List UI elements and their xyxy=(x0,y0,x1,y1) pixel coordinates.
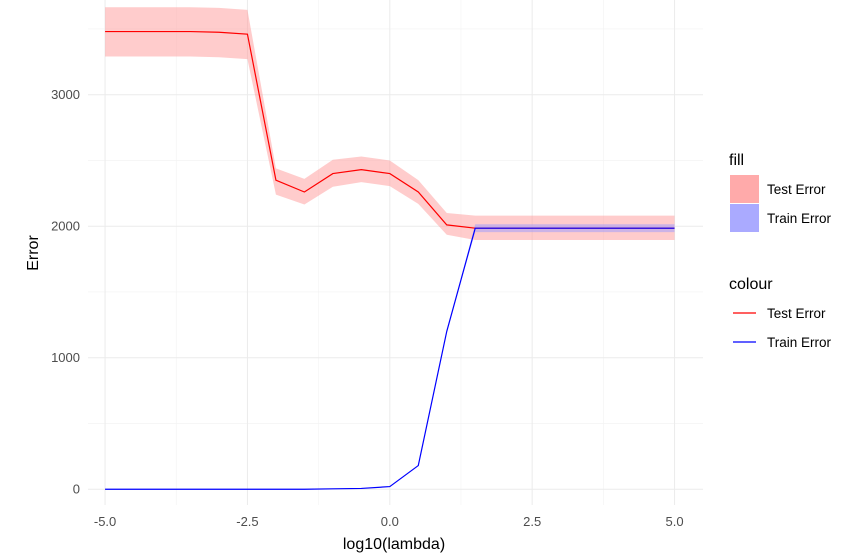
minor-gridlines xyxy=(88,0,703,505)
x-tick-label: 5.0 xyxy=(665,514,683,529)
y-axis-tick-labels: 0 1000 2000 3000 xyxy=(51,87,80,497)
error-lines xyxy=(105,30,675,490)
x-tick-label: -5.0 xyxy=(94,514,116,529)
fill-legend: fill Test Error Train Error xyxy=(729,152,832,232)
y-tick-label: 1000 xyxy=(51,350,80,365)
x-axis-tick-labels: -5.0 -2.5 0.0 2.5 5.0 xyxy=(94,514,684,529)
major-gridlines xyxy=(88,0,703,505)
y-tick-label: 3000 xyxy=(51,87,80,102)
test-error-fill-key xyxy=(730,175,759,203)
test-error-ribbon xyxy=(105,7,675,241)
x-tick-label: 2.5 xyxy=(523,514,541,529)
y-tick-label: 0 xyxy=(73,482,80,497)
x-axis-title: log10(lambda) xyxy=(343,536,445,553)
legend-label: Test Error xyxy=(767,306,826,321)
legend-title: fill xyxy=(729,152,744,169)
legend-title: colour xyxy=(729,276,773,293)
legend: fill Test Error Train Error colour Test Erro… xyxy=(729,152,832,350)
y-tick-label: 2000 xyxy=(51,219,80,234)
legend-label: Train Error xyxy=(767,335,832,350)
x-tick-label: -2.5 xyxy=(236,514,258,529)
colour-legend: colour Test Error Train Error xyxy=(729,276,832,350)
x-tick-label: 0.0 xyxy=(381,514,399,529)
legend-label: Train Error xyxy=(767,211,832,226)
train-error-fill-key xyxy=(730,204,759,232)
error-ribbons xyxy=(105,7,675,490)
y-axis-title: Error xyxy=(25,235,42,271)
train-error-line xyxy=(105,227,675,490)
legend-label: Test Error xyxy=(767,182,826,197)
